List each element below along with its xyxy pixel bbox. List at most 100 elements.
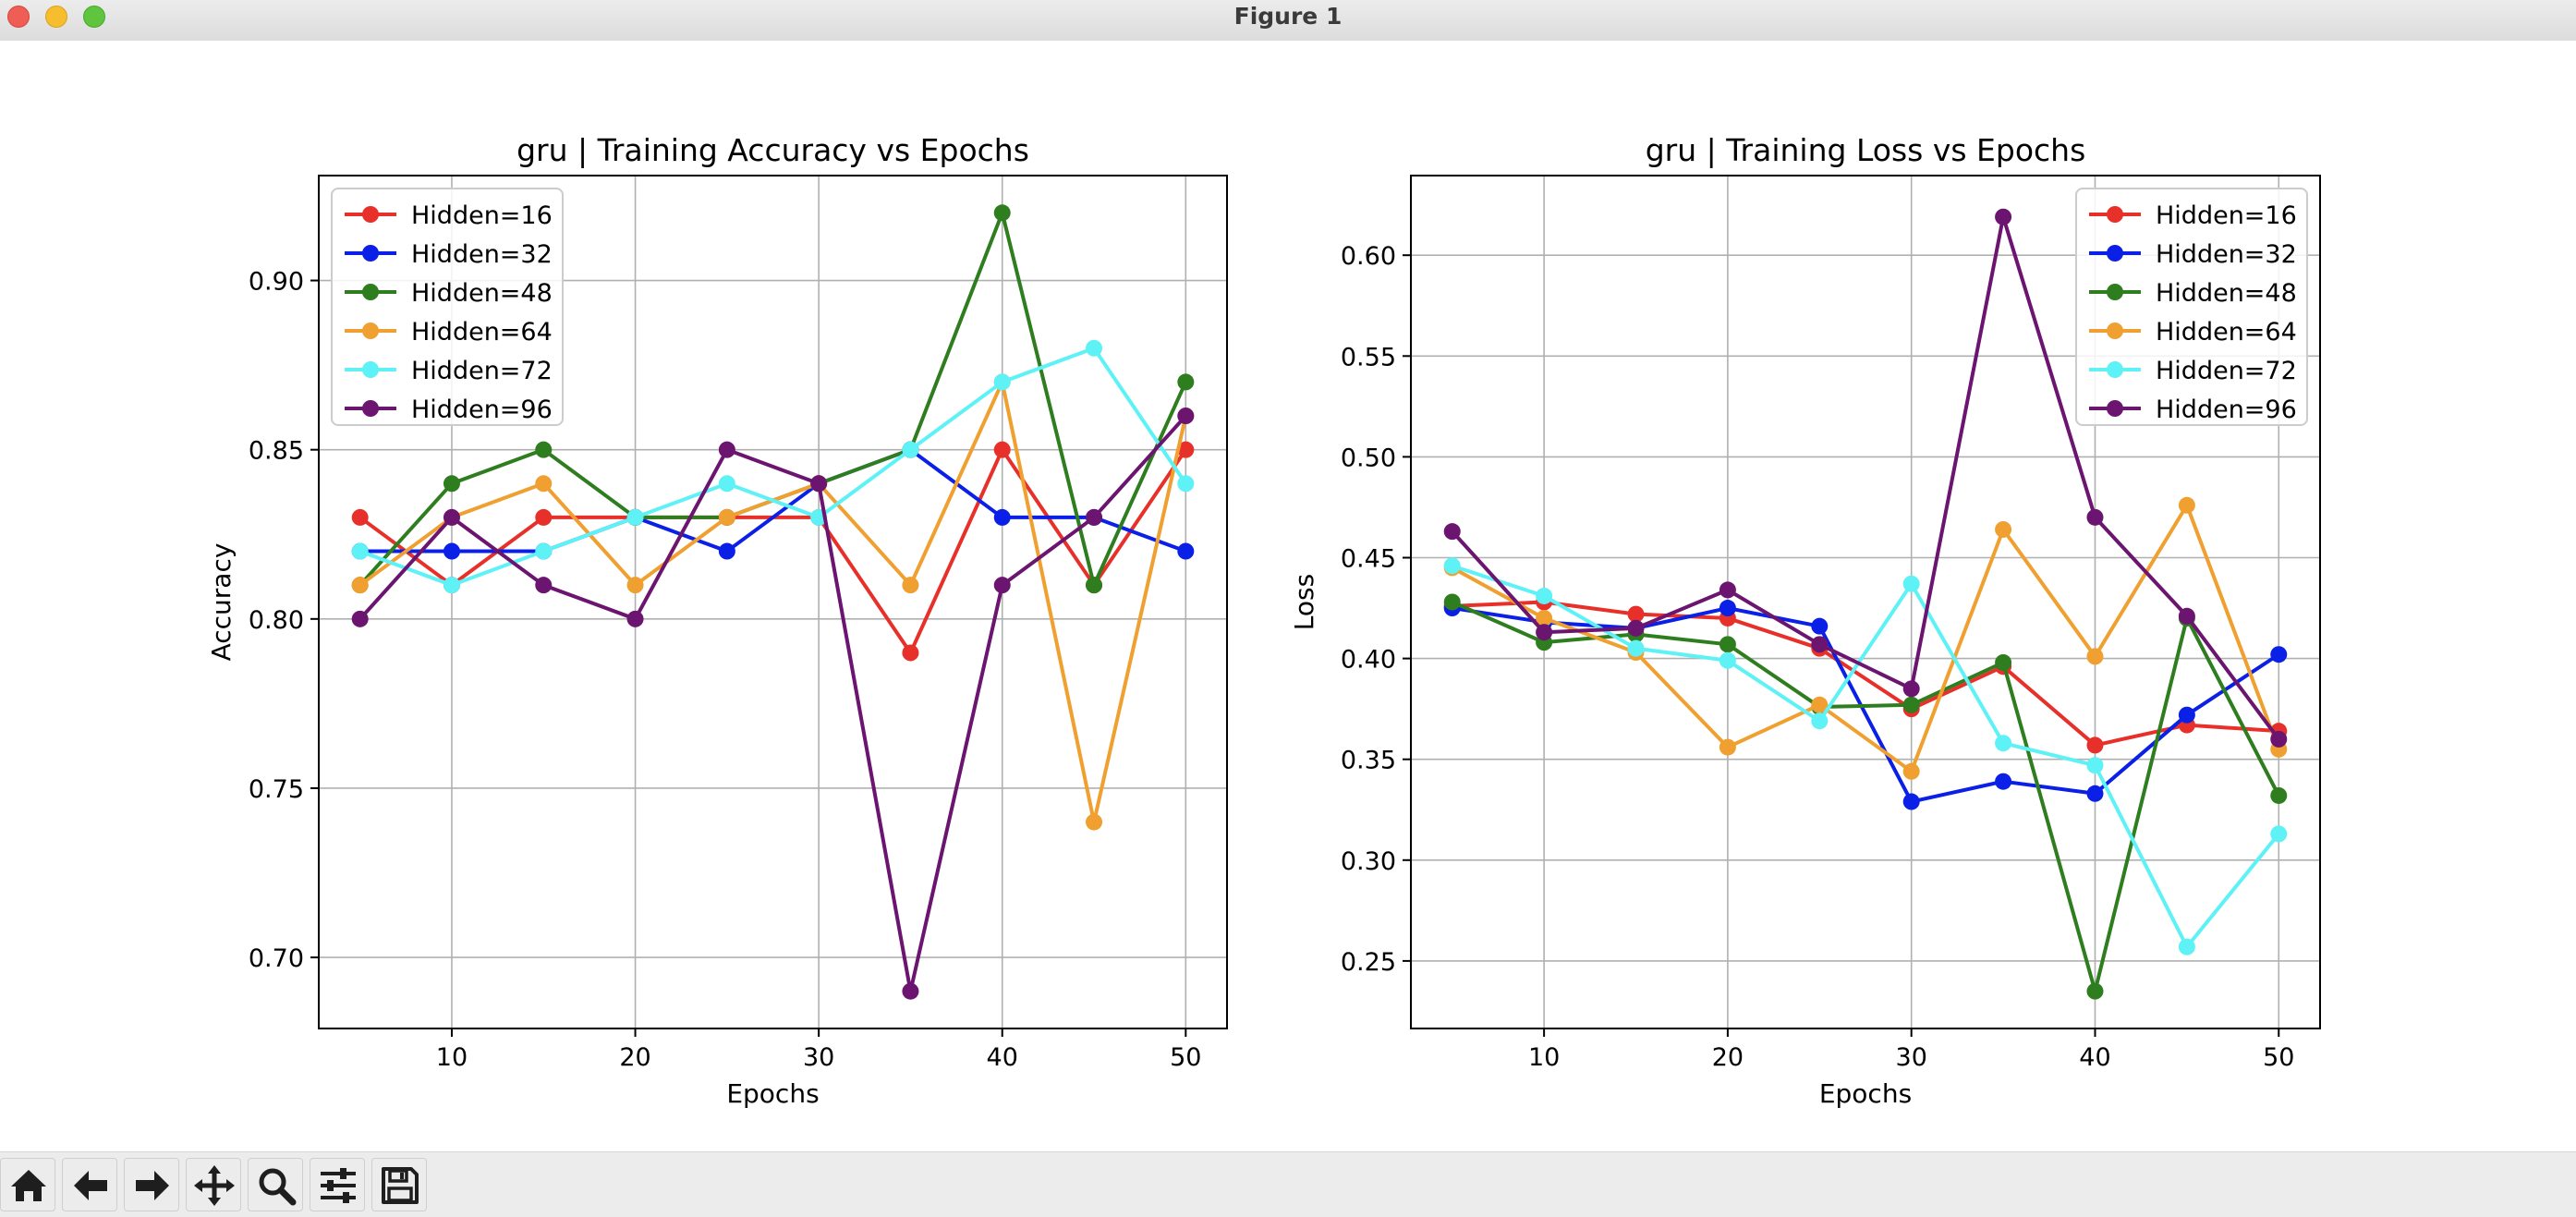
chart1-series-1-point (993, 441, 1011, 458)
chart2-series-5-point (1627, 639, 1645, 657)
chart2-series-line-4 (1451, 503, 2281, 773)
chart1-series-5-point (535, 542, 553, 560)
chart1-legend-label: Hidden=16 (411, 201, 553, 230)
chart2-series-2-point (1902, 793, 1920, 810)
chart1-series-1-point (535, 508, 553, 526)
chart2-series-6-point (1902, 680, 1920, 698)
chart1-legend-label: Hidden=32 (411, 240, 553, 269)
chart1-ytick-label: 0.80 (249, 606, 304, 635)
chart2-legend-label: Hidden=64 (2156, 318, 2297, 347)
close-window-button[interactable] (7, 6, 30, 28)
chart2-series-2-point (2178, 706, 2195, 724)
chart1-xtick-label: 10 (436, 1043, 468, 1072)
zoom-button[interactable] (248, 1158, 303, 1211)
chart1-title: gru | Training Accuracy vs Epochs (516, 132, 1029, 168)
home-icon (11, 1170, 46, 1201)
chart1-series-5-point (1177, 475, 1195, 493)
chart2-legend-marker (2107, 245, 2123, 262)
chart2-series-1-point (1627, 605, 1645, 623)
chart1-series-5-point (351, 542, 369, 560)
back-button[interactable] (62, 1158, 117, 1211)
chart2-series-4-point (1811, 696, 1829, 713)
chart1-series-1-point (351, 508, 369, 526)
chart1-series-5-point (902, 441, 919, 458)
chart1-legend-box (331, 188, 564, 426)
chart2-series-2-point (2270, 646, 2288, 663)
move-icon (194, 1165, 235, 1206)
chart1-series-6-point (993, 577, 1011, 594)
forward-button[interactable] (124, 1158, 179, 1211)
chart2-xlabel: Epochs (1819, 1078, 1912, 1109)
search-icon (259, 1168, 297, 1206)
chart2-series-5-point (2086, 757, 2104, 774)
chart2-xtick-label: 20 (1712, 1043, 1744, 1072)
chart1-legend-label: Hidden=64 (411, 318, 553, 347)
charts: 10 20 30 40 50 0.70 0.75 0.80 0.85 0.90 gru | Trai… (206, 132, 2321, 1109)
chart2-ytick-label: 0.25 (1341, 948, 1396, 977)
maximize-window-button[interactable] (83, 6, 105, 28)
chart2-series-4-point (2086, 648, 2104, 665)
chart1-legend-marker (362, 400, 379, 417)
chart2-series-3-point (2086, 982, 2104, 1000)
chart2-series-2-point (1719, 600, 1736, 617)
chart1-series-3-point (993, 204, 1011, 222)
chart2-xtick-label: 50 (2263, 1043, 2294, 1072)
minimize-window-button[interactable] (45, 6, 67, 28)
chart2-ytick-label: 0.45 (1341, 544, 1396, 573)
chart1-series-2-point (718, 542, 735, 560)
chart2-legend-label: Hidden=32 (2156, 240, 2297, 269)
chart2-series-2-point (1811, 617, 1829, 635)
chart2-series-6-point (2178, 607, 2195, 625)
chart2-series-line-1 (1452, 600, 2279, 748)
chart2-ytick-label: 0.55 (1341, 343, 1396, 371)
window-title: Figure 1 (1233, 3, 1343, 30)
chart2-ytick-label: 0.50 (1341, 444, 1396, 472)
chart2-legend-marker (2107, 361, 2123, 378)
chart2-series-5-point (1995, 735, 2012, 752)
chart1-series-6-point (626, 610, 644, 627)
home-button[interactable] (0, 1158, 55, 1211)
chart1-series-6-point (443, 508, 460, 526)
chart2-ytick-label: 0.60 (1341, 242, 1396, 271)
save-figure-button[interactable] (371, 1158, 427, 1211)
pan-button[interactable] (186, 1158, 241, 1211)
chart1-ytick-label: 0.70 (249, 944, 304, 973)
chart2-series-5-point (1811, 712, 1829, 730)
chart1-ytick-label: 0.75 (249, 775, 304, 804)
chart2-series-5-point (2270, 825, 2288, 843)
chart1-xtick-label: 30 (803, 1043, 834, 1072)
chart2-series-4-point (1995, 520, 2012, 538)
chart1-series-6-point (902, 982, 919, 1000)
chart1-series-line-6 (358, 414, 1187, 993)
chart1-series-3-point (535, 441, 553, 458)
chart2-series-3-point (1719, 636, 1736, 653)
chart2-series-6-point (1995, 208, 2012, 225)
chart1-series-5-point (443, 577, 460, 594)
chart2-ytick-label: 0.35 (1341, 747, 1396, 775)
configure-subplots-button[interactable] (310, 1158, 365, 1211)
chart1-axes-frame (318, 175, 1228, 1029)
chart2-series-5-point (2178, 938, 2195, 955)
chart1-series-4-point (718, 508, 735, 526)
chart2-series-4-point (2178, 496, 2195, 514)
save-icon (382, 1167, 419, 1204)
chart2-legend-marker (2107, 400, 2123, 417)
chart2-series-4-point (1719, 738, 1736, 756)
chart1-series-6-point (810, 475, 828, 493)
chart2-series-4-point (1536, 609, 1553, 627)
chart2-ytick-label: 0.40 (1341, 646, 1396, 675)
chart1-xtick-label: 20 (619, 1043, 650, 1072)
chart1-series-2-point (993, 508, 1011, 526)
chart1-series-6-point (1086, 508, 1103, 526)
chart1-series-3-point (1177, 373, 1195, 391)
chart1-series-5-point (718, 475, 735, 493)
chart2-xtick-label: 30 (1896, 1043, 1927, 1072)
chart2-series-6-point (1536, 624, 1553, 641)
chart2-series-line-2 (1452, 606, 2280, 804)
chart2-legend-marker (2107, 284, 2123, 300)
chart2-series-1-point (2086, 736, 2104, 754)
chart1-series-1-point (1177, 441, 1195, 458)
chart1-series-3-point (443, 475, 460, 493)
chart2-series-6-point (1811, 636, 1829, 653)
chart2-series-6-point (1443, 523, 1461, 541)
